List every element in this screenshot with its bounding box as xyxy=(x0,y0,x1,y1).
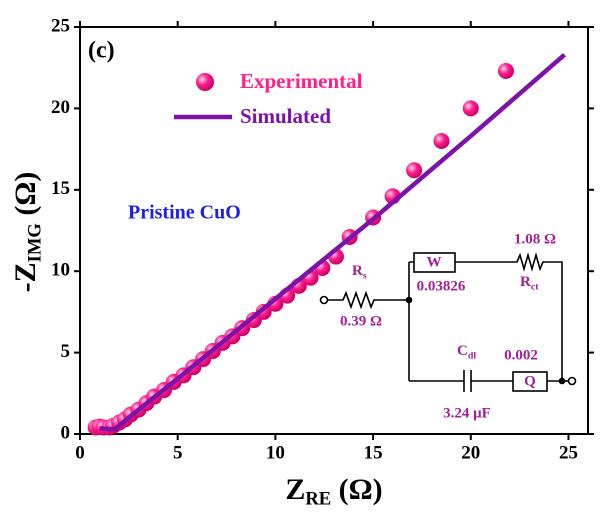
circuit-value: 0.39 Ω xyxy=(340,313,382,329)
x-tick-label: 5 xyxy=(173,442,183,463)
label: Pristine CuO xyxy=(128,202,241,224)
circuit-label: Rct xyxy=(520,274,539,292)
y-tick-label: 20 xyxy=(51,97,70,118)
point xyxy=(406,162,423,179)
x-axis-label: ZRE (Ω) xyxy=(285,473,382,510)
circuit-label-main: C xyxy=(457,343,468,359)
legend-marker xyxy=(196,73,214,91)
circuit-label-sub: ct xyxy=(531,282,539,293)
circuit-label-main: R xyxy=(352,263,363,279)
point xyxy=(497,62,514,79)
y-tick-label: 15 xyxy=(51,178,70,199)
y-tick-label: 5 xyxy=(61,341,71,362)
circuit-label: Rs xyxy=(352,263,367,281)
circuit xyxy=(319,252,577,392)
y-tick-label: 10 xyxy=(51,260,70,281)
y-tick-label: 25 xyxy=(51,15,70,36)
annotation: (c) xyxy=(88,38,115,64)
y-axis-label-sub: IMG xyxy=(25,223,46,262)
x-tick-label: 0 xyxy=(75,442,85,463)
x-tick-label: 20 xyxy=(461,442,480,463)
circuit-value: 3.24 μF xyxy=(443,405,491,421)
legend-label: Experimental xyxy=(240,69,363,93)
circuit-value: 0.03826 xyxy=(417,278,466,294)
y-axis-label: -ZIMG (Ω) xyxy=(9,172,46,293)
legend-label: Simulated xyxy=(240,104,331,128)
circuit-value: 1.08 Ω xyxy=(514,231,556,247)
x-axis-label-sub: RE xyxy=(305,489,331,510)
line xyxy=(99,52,567,432)
x-tick-label: 15 xyxy=(364,442,383,463)
circuit-label-sub: s xyxy=(363,271,367,282)
circuit-label: Cdl xyxy=(457,343,476,361)
x-axis-label-unit: (Ω) xyxy=(331,473,383,506)
x-tick-label: 10 xyxy=(266,442,285,463)
circuit-label: W xyxy=(427,254,442,270)
y-axis-label-unit: (Ω) xyxy=(9,172,42,224)
point xyxy=(462,100,479,117)
point xyxy=(433,132,450,149)
circuit-label-sub: dl xyxy=(468,351,477,362)
plot-frame xyxy=(79,26,589,435)
circuit-value: 0.002 xyxy=(504,347,538,363)
x-axis-label-main: Z xyxy=(285,473,305,506)
y-tick-label: 0 xyxy=(61,422,71,443)
y-axis-label-main: -Z xyxy=(9,262,42,292)
x-tick-label: 25 xyxy=(559,442,578,463)
circuit-label: Q xyxy=(524,373,536,389)
circuit-label-main: R xyxy=(520,274,531,290)
